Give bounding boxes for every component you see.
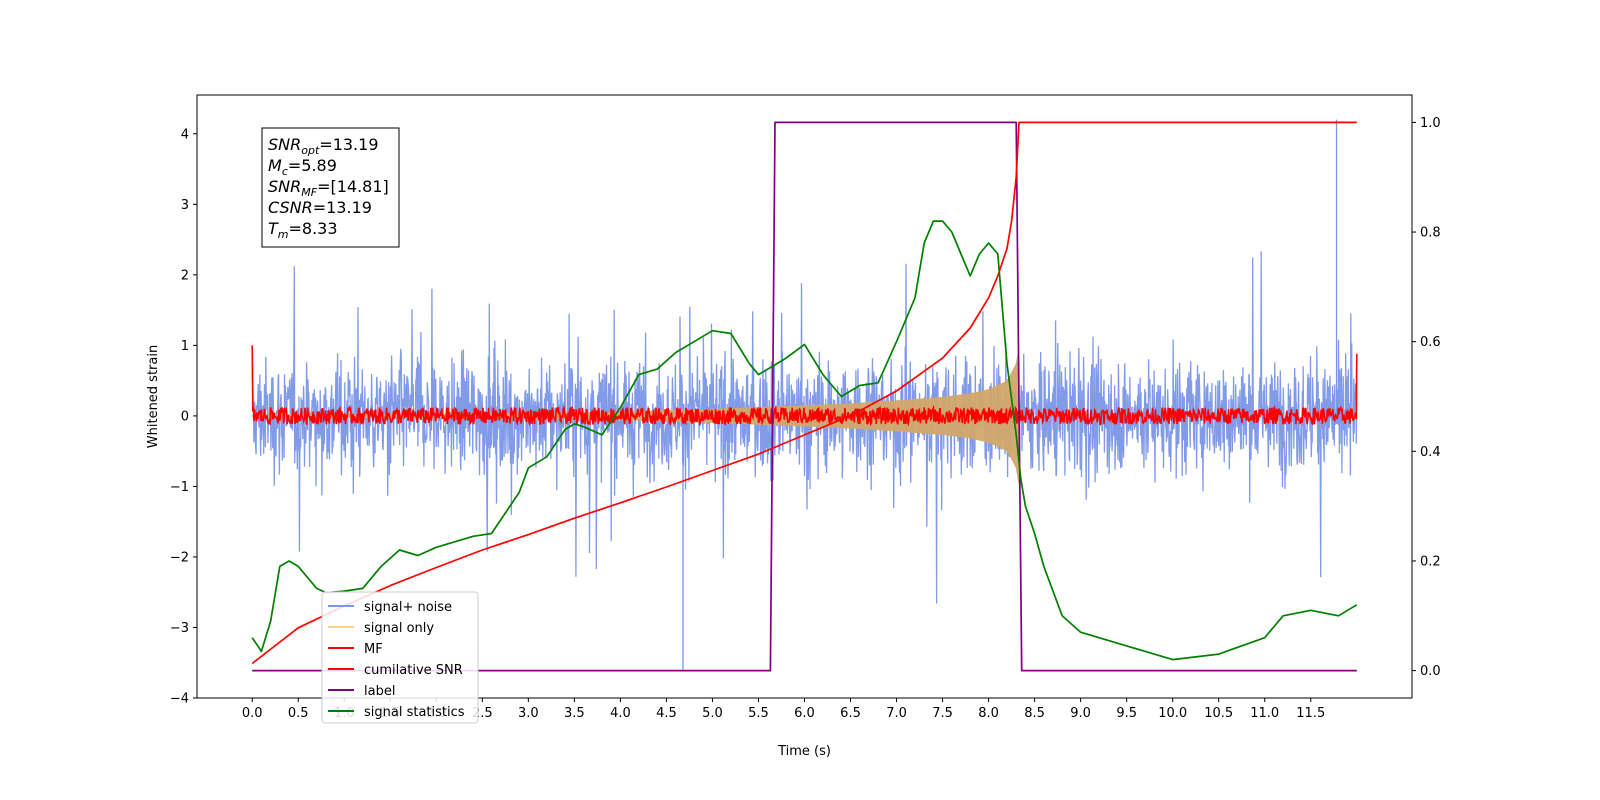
x-tick-label: 7.5 xyxy=(932,706,953,721)
x-tick-label: 4.0 xyxy=(610,706,631,721)
right-y-tick-label: 0.4 xyxy=(1420,445,1441,460)
y-tick-label: 3 xyxy=(181,198,189,213)
right-y-tick-label: 0.2 xyxy=(1420,554,1441,569)
series-label xyxy=(252,121,1357,672)
x-tick-label: 5.5 xyxy=(748,706,769,721)
plot-area xyxy=(251,119,1358,672)
x-tick-label: 6.5 xyxy=(840,706,861,721)
series-signal-noise xyxy=(251,251,1358,604)
x-tick-label: 4.5 xyxy=(656,706,677,721)
x-tick-label: 10.5 xyxy=(1204,706,1233,721)
series-cumulative-snr xyxy=(251,121,1357,665)
y-tick-label: −1 xyxy=(170,480,189,495)
annotation-box: SNRopt=13.19Mc=5.89SNRMF=[14.81]CSNR=13.… xyxy=(261,127,400,248)
x-tick-label: 6.0 xyxy=(794,706,815,721)
x-tick-label: 7.0 xyxy=(886,706,907,721)
x-tick-label: 10.0 xyxy=(1158,706,1187,721)
x-tick-label: 3.0 xyxy=(518,706,539,721)
right-y-tick-label: 0.8 xyxy=(1420,226,1441,241)
x-tick-label: 8.0 xyxy=(978,706,999,721)
x-tick-label: 11.5 xyxy=(1296,706,1325,721)
legend-entry: signal+ noise xyxy=(364,600,452,615)
y-tick-label: −2 xyxy=(170,550,189,565)
series-signal-statistics xyxy=(251,220,1358,661)
annotation-line: Mc=5.89 xyxy=(268,156,337,178)
right-y-tick-label: 0.0 xyxy=(1420,664,1441,679)
y-tick-label: −4 xyxy=(170,692,189,707)
x-tick-label: 9.5 xyxy=(1116,706,1137,721)
annotation-line: CSNR=13.19 xyxy=(268,198,372,217)
legend-entry: signal only xyxy=(364,621,434,636)
x-tick-label: 0.0 xyxy=(242,706,263,721)
x-tick-label: 0.5 xyxy=(288,706,309,721)
x-axis-label: Time (s) xyxy=(777,744,831,759)
series-mf xyxy=(251,345,1358,427)
legend-frame xyxy=(321,591,479,724)
x-tick-label: 9.0 xyxy=(1070,706,1091,721)
left-y-axis-ticks: −4 −3 −2 −1 0 1 2 3 4 xyxy=(170,127,197,707)
y-tick-label: 2 xyxy=(181,268,189,283)
legend-entry: MF xyxy=(364,642,383,657)
annotation-line: SNRopt=13.19 xyxy=(268,135,379,157)
annotation-line: Tm=8.33 xyxy=(268,219,338,241)
y-tick-label: 0 xyxy=(181,409,189,424)
x-tick-label: 11.0 xyxy=(1250,706,1279,721)
legend-entry: signal statistics xyxy=(364,705,465,720)
legend: signal+ noise signal only MF cumilative SNR… xyxy=(321,591,479,724)
y-tick-label: −3 xyxy=(170,621,189,636)
y-tick-label: 1 xyxy=(181,339,189,354)
annotation-frame xyxy=(261,127,400,248)
legend-entry: label xyxy=(364,684,395,699)
y-tick-label: 4 xyxy=(181,127,189,142)
x-tick-label: 5.0 xyxy=(702,706,723,721)
annotation-line: SNRMF=[14.81] xyxy=(268,177,389,199)
legend-entry: cumilative SNR xyxy=(364,663,463,678)
y-axis-label: Whitened strain xyxy=(146,345,161,448)
x-tick-label: 8.5 xyxy=(1024,706,1045,721)
x-tick-label: 3.5 xyxy=(564,706,585,721)
right-y-tick-label: 0.6 xyxy=(1420,335,1441,350)
right-y-axis-ticks: 0.0 0.2 0.4 0.6 0.8 1.0 xyxy=(1412,116,1441,679)
right-y-tick-label: 1.0 xyxy=(1420,116,1441,131)
